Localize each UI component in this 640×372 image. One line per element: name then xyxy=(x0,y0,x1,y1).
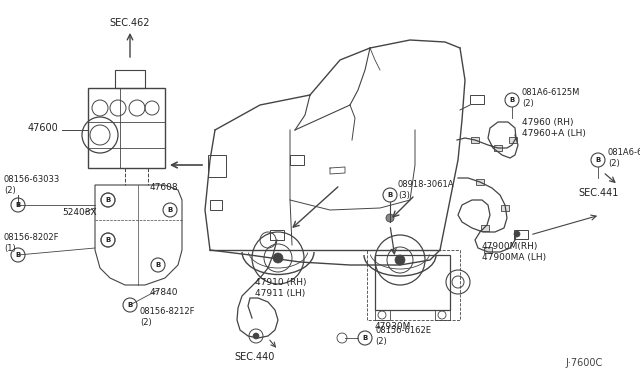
Bar xyxy=(210,200,222,210)
Circle shape xyxy=(383,188,397,202)
Circle shape xyxy=(151,258,165,272)
Text: 47600: 47600 xyxy=(28,123,59,133)
Circle shape xyxy=(253,333,259,339)
Circle shape xyxy=(358,331,372,345)
Text: 47930M: 47930M xyxy=(375,322,412,331)
Circle shape xyxy=(395,255,405,265)
Circle shape xyxy=(101,233,115,247)
Bar xyxy=(367,250,460,320)
Text: 08156-63033
(2): 08156-63033 (2) xyxy=(4,175,60,195)
Text: 47608: 47608 xyxy=(150,183,179,192)
Text: 08918-3061A
(3): 08918-3061A (3) xyxy=(398,180,454,200)
Bar xyxy=(270,230,284,240)
Text: B: B xyxy=(127,302,132,308)
Text: 47910 (RH)
47911 (LH): 47910 (RH) 47911 (LH) xyxy=(255,278,307,298)
Text: 52408X: 52408X xyxy=(62,208,97,217)
Text: B: B xyxy=(595,157,600,163)
Circle shape xyxy=(101,193,115,207)
Text: B: B xyxy=(15,252,20,258)
Bar xyxy=(471,137,479,143)
Text: B: B xyxy=(168,207,173,213)
Text: 08156-6162E
(2): 08156-6162E (2) xyxy=(375,326,431,346)
Circle shape xyxy=(11,248,25,262)
Text: B: B xyxy=(156,262,161,268)
Text: 081A6-6125M
(2): 081A6-6125M (2) xyxy=(522,88,580,108)
Circle shape xyxy=(505,93,519,107)
Bar xyxy=(476,179,484,185)
Bar xyxy=(470,95,484,104)
Text: 08156-8202F
(1): 08156-8202F (1) xyxy=(4,233,60,253)
Bar xyxy=(484,247,492,253)
Bar xyxy=(509,137,517,143)
Text: B: B xyxy=(106,197,111,203)
Text: 47960 (RH)
47960+A (LH): 47960 (RH) 47960+A (LH) xyxy=(522,118,586,138)
Bar xyxy=(290,155,304,165)
Text: B: B xyxy=(106,237,111,243)
Bar xyxy=(375,310,390,320)
Text: B: B xyxy=(509,97,515,103)
Text: 47840: 47840 xyxy=(150,288,179,297)
Circle shape xyxy=(514,231,520,237)
Bar xyxy=(208,155,226,177)
Bar xyxy=(88,88,165,168)
Bar xyxy=(481,225,489,231)
Text: B: B xyxy=(15,202,20,208)
Bar xyxy=(494,145,502,151)
Text: J·7600C: J·7600C xyxy=(565,358,602,368)
Bar xyxy=(115,70,145,88)
Text: SEC.462: SEC.462 xyxy=(109,18,150,28)
Circle shape xyxy=(11,198,25,212)
Bar xyxy=(435,310,450,320)
Text: SEC.440: SEC.440 xyxy=(235,352,275,362)
Bar xyxy=(375,255,450,310)
Circle shape xyxy=(591,153,605,167)
Bar xyxy=(501,205,509,211)
Circle shape xyxy=(163,203,177,217)
Circle shape xyxy=(273,253,283,263)
Circle shape xyxy=(123,298,137,312)
Text: SEC.441: SEC.441 xyxy=(578,188,618,198)
Text: 08156-8212F
(2): 08156-8212F (2) xyxy=(140,307,195,327)
Text: 081A6-6125M
(2): 081A6-6125M (2) xyxy=(608,148,640,168)
Bar xyxy=(514,230,528,239)
Text: B: B xyxy=(387,192,392,198)
Circle shape xyxy=(386,214,394,222)
Text: 47900M(RH)
47900MA (LH): 47900M(RH) 47900MA (LH) xyxy=(482,242,546,262)
Text: B: B xyxy=(362,335,367,341)
